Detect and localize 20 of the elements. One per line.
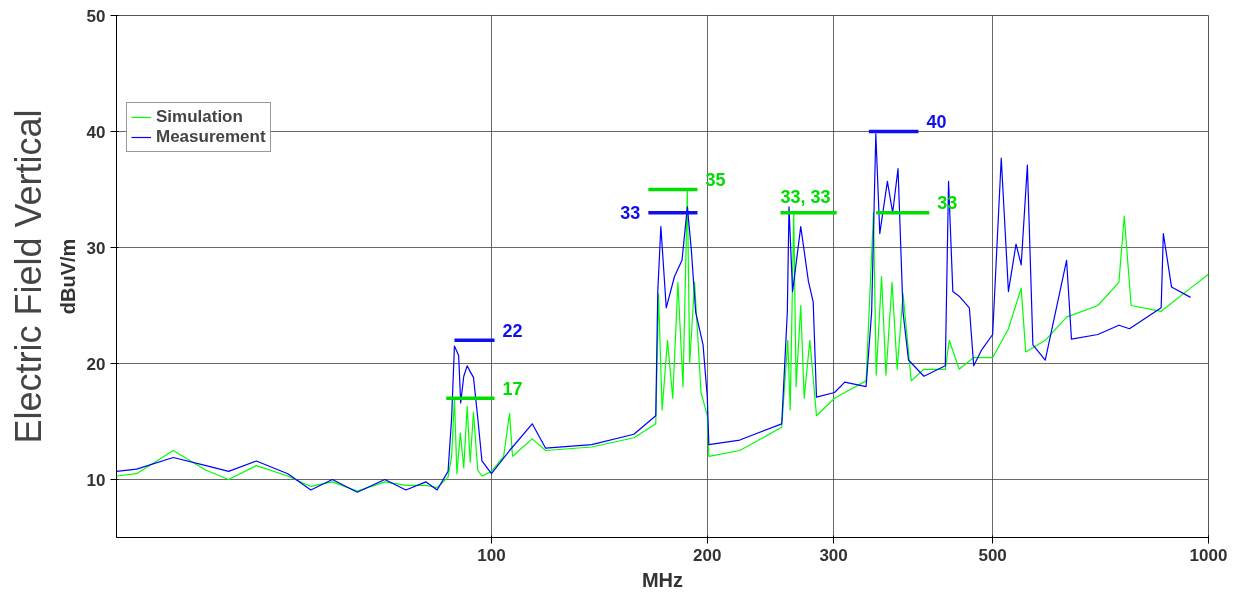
x-tick-label: 200 <box>693 545 722 565</box>
data-label: 33 <box>620 203 641 224</box>
y-tick-label: 10 <box>86 470 106 490</box>
y-axis-title: dBuV/m <box>56 238 79 315</box>
data-label: 17 <box>502 378 523 399</box>
legend-label: Simulation <box>156 107 243 127</box>
y-tick-label: 40 <box>86 122 106 142</box>
text: Electric Field Vertical <box>7 109 49 444</box>
y-tick-label: 50 <box>86 6 106 26</box>
y-tick-label: 30 <box>86 238 106 258</box>
annotation: 33, 33 <box>780 186 831 207</box>
x-tick-label: 300 <box>819 545 848 565</box>
x-tick-label: 100 <box>477 545 506 565</box>
data-label: 22 <box>502 320 523 341</box>
y-tick-label: 20 <box>86 354 106 374</box>
x-tick-label: 500 <box>978 545 1007 565</box>
x-tick-label: 1000 <box>1189 545 1228 565</box>
legend-label: Measurement <box>156 127 266 147</box>
x-axis-title: MHz <box>641 568 684 591</box>
data-label: 40 <box>926 112 947 132</box>
